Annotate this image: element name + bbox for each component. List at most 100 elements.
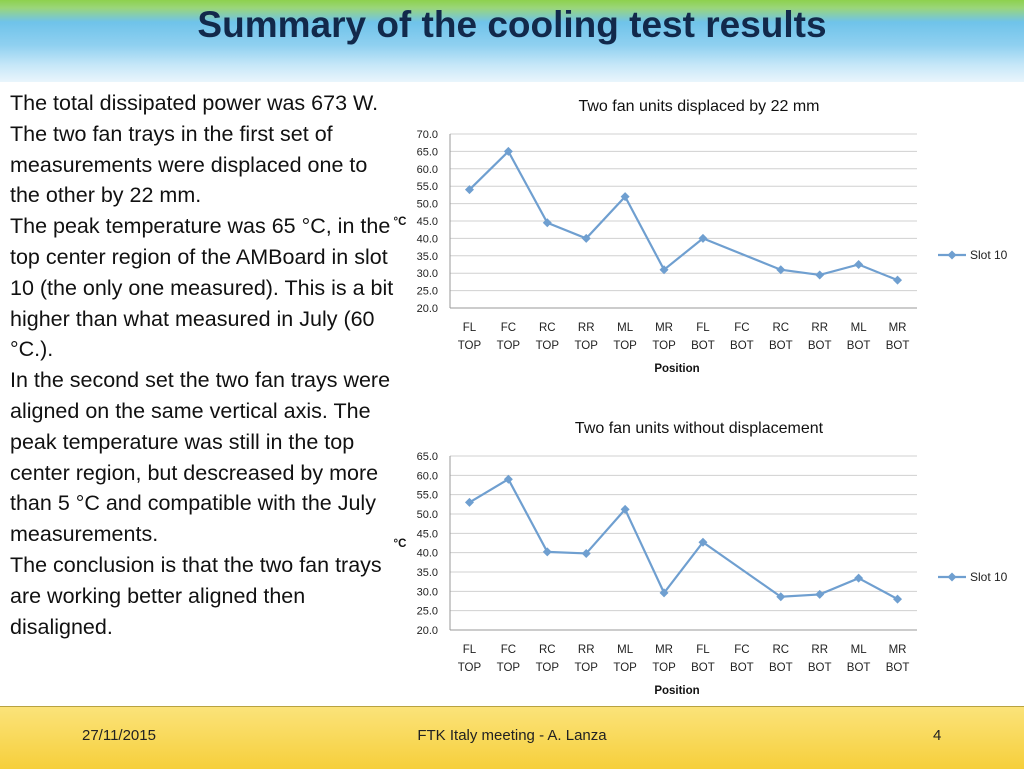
data-point — [542, 547, 552, 557]
x-tick-label: TOP — [613, 340, 637, 352]
x-tick-label: TOP — [613, 662, 637, 674]
x-tick-label: ML — [617, 322, 634, 334]
paragraph-power: The total dissipated power was 673 W. — [10, 91, 379, 115]
x-tick-label: ML — [617, 644, 634, 656]
x-tick-label: MR — [889, 322, 907, 334]
slide-header: Summary of the cooling test results — [0, 0, 1024, 82]
y-tick-label: 60.0 — [417, 164, 438, 176]
paragraph-conclusion: The conclusion is that the two fan trays… — [10, 552, 382, 639]
data-point — [503, 474, 513, 484]
x-tick-label: RC — [772, 322, 789, 334]
x-tick-label: ML — [851, 322, 868, 334]
x-tick-label: FL — [463, 322, 477, 334]
body-text: The total dissipated power was 673 W. Th… — [10, 88, 402, 642]
y-tick-label: 25.0 — [417, 606, 438, 618]
x-tick-label: RR — [578, 322, 595, 334]
data-point — [854, 260, 864, 269]
legend-marker — [947, 250, 957, 260]
data-point — [776, 265, 786, 275]
footer-date: 27/11/2015 — [82, 727, 156, 744]
x-tick-label: BOT — [886, 340, 910, 352]
x-tick-label: BOT — [847, 340, 871, 352]
x-tick-label: MR — [889, 644, 907, 656]
x-tick-label: TOP — [574, 662, 598, 674]
x-tick-label: FC — [501, 644, 516, 656]
data-point — [893, 275, 903, 285]
y-axis-label: °C — [394, 216, 407, 228]
y-axis-label: °C — [394, 538, 407, 550]
x-tick-label: RC — [539, 322, 556, 334]
x-tick-label: TOP — [652, 662, 676, 674]
x-tick-label: RR — [811, 644, 828, 656]
data-point — [581, 548, 591, 558]
y-tick-label: 45.0 — [417, 528, 438, 540]
x-tick-label: FC — [734, 644, 749, 656]
footer-meeting: FTK Italy meeting - A. Lanza — [417, 727, 607, 744]
x-tick-label: TOP — [536, 340, 560, 352]
y-tick-label: 20.0 — [417, 303, 438, 315]
x-tick-label: FC — [501, 322, 516, 334]
data-point — [815, 270, 825, 280]
x-axis-label: Position — [654, 685, 699, 697]
x-tick-label: BOT — [808, 340, 832, 352]
chart-title: Two fan units displaced by 22 mm — [578, 98, 819, 115]
paragraph-displacement: The two fan trays in the first set of me… — [10, 121, 368, 208]
y-tick-label: 35.0 — [417, 567, 438, 579]
footer-page-number: 4 — [933, 727, 942, 744]
y-tick-label: 50.0 — [417, 199, 438, 211]
legend-label: Slot 10 — [970, 248, 1008, 262]
legend-label: Slot 10 — [970, 570, 1008, 584]
data-point — [854, 573, 864, 583]
y-tick-label: 60.0 — [417, 470, 438, 482]
chart-aligned: Two fan units without displacement 20.0 25… — [394, 420, 1008, 697]
y-tick-label: 20.0 — [417, 625, 438, 637]
y-tick-label: 50.0 — [417, 509, 438, 521]
x-tick-label: RC — [539, 644, 556, 656]
y-tick-label: 45.0 — [417, 216, 438, 228]
data-point — [620, 192, 630, 202]
x-tick-label: ML — [851, 644, 868, 656]
paragraph-peak: The peak temperature was 65 °C, in the t… — [10, 214, 394, 362]
x-tick-label: TOP — [458, 340, 482, 352]
data-point — [503, 146, 513, 156]
data-point — [659, 588, 669, 598]
x-tick-label: RR — [578, 644, 595, 656]
x-tick-label: TOP — [574, 340, 598, 352]
x-tick-label: RC — [772, 644, 789, 656]
data-point — [464, 185, 474, 195]
x-tick-label: FC — [734, 322, 749, 334]
y-tick-label: 40.0 — [417, 233, 438, 245]
x-tick-label: FL — [696, 322, 710, 334]
slide-footer: 27/11/2015 FTK Italy meeting - A. Lanza … — [0, 706, 1024, 769]
x-tick-label: RR — [811, 322, 828, 334]
x-tick-label: BOT — [847, 662, 871, 674]
data-point — [542, 218, 552, 228]
x-tick-label: BOT — [808, 662, 832, 674]
data-point — [698, 233, 708, 243]
y-tick-label: 55.0 — [417, 490, 438, 502]
series-line-slot-10 — [468, 149, 898, 282]
x-tick-label: FL — [696, 644, 710, 656]
x-tick-label: MR — [655, 644, 673, 656]
x-tick-label: BOT — [691, 340, 715, 352]
paragraph-aligned: In the second set the two fan trays were… — [10, 368, 391, 547]
x-tick-label: BOT — [730, 340, 754, 352]
x-tick-label: TOP — [497, 662, 521, 674]
x-tick-label: FL — [463, 644, 477, 656]
series-line-slot-10 — [468, 477, 899, 601]
x-tick-label: TOP — [652, 340, 676, 352]
x-tick-label: BOT — [769, 340, 793, 352]
data-point — [698, 537, 708, 547]
y-tick-label: 65.0 — [417, 146, 438, 158]
data-point — [815, 589, 825, 599]
y-tick-label: 30.0 — [417, 268, 438, 280]
y-tick-label: 25.0 — [417, 286, 438, 298]
y-tick-label: 30.0 — [417, 586, 438, 598]
x-tick-label: BOT — [769, 662, 793, 674]
x-tick-label: MR — [655, 322, 673, 334]
data-point — [620, 504, 630, 514]
data-point — [776, 592, 786, 602]
data-point — [659, 265, 669, 275]
y-tick-label: 55.0 — [417, 181, 438, 193]
y-tick-label: 40.0 — [417, 548, 438, 560]
